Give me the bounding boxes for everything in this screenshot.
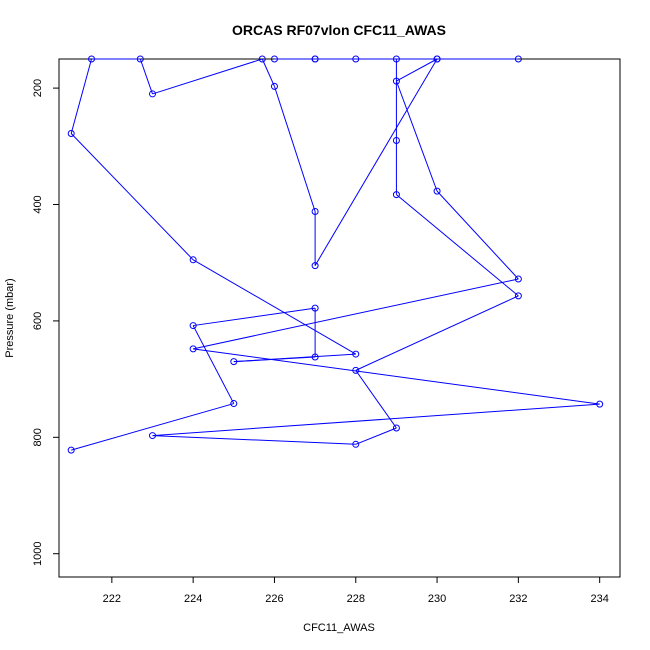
- data-point: [514, 275, 522, 283]
- x-tick-label: 230: [428, 593, 446, 605]
- data-point: [596, 400, 604, 408]
- y-tick-label: 800: [32, 428, 44, 446]
- series-line-segment: [192, 325, 235, 404]
- series-line-segment: [355, 427, 397, 445]
- chart-title: ORCAS RF07vlon CFC11_AWAS: [232, 22, 446, 38]
- series-line-segment: [261, 58, 275, 87]
- series-line-segment: [152, 435, 356, 445]
- x-axis-label: CFC11_AWAS: [303, 622, 375, 634]
- series-line-segment: [71, 403, 234, 451]
- data-point: [189, 256, 197, 264]
- data-point: [311, 55, 319, 63]
- data-point: [392, 191, 400, 199]
- y-axis-label: Pressure (mbar): [4, 278, 16, 357]
- data-point: [136, 55, 144, 63]
- series-line-segment: [314, 58, 438, 266]
- series-line-segment: [192, 259, 357, 355]
- y-tick-label: 600: [32, 312, 44, 330]
- series-line-segment: [193, 278, 519, 350]
- y-tick-label: 400: [32, 195, 44, 213]
- data-point: [514, 292, 522, 300]
- series-line-segment: [193, 307, 316, 327]
- data-point: [392, 77, 400, 85]
- data-point: [311, 262, 319, 270]
- series-line-segment: [70, 58, 93, 134]
- data-point: [88, 55, 96, 63]
- series-line-segment: [152, 403, 600, 437]
- y-axis: 200 400 600 800 1000: [32, 79, 59, 566]
- data-point: [270, 82, 278, 90]
- data-point: [352, 55, 360, 63]
- x-tick-label: 224: [184, 593, 202, 605]
- plot-area: [67, 55, 604, 454]
- plot-frame: [58, 58, 621, 578]
- series-line-segment: [396, 58, 438, 82]
- data-point: [352, 366, 360, 374]
- data-point: [149, 432, 156, 440]
- data-point: [311, 207, 319, 215]
- data-point: [230, 358, 238, 366]
- data-point: [230, 400, 238, 408]
- x-tick-label: 228: [347, 593, 365, 605]
- x-tick-label: 232: [509, 593, 527, 605]
- y-tick-label: 200: [32, 79, 44, 97]
- data-point: [67, 446, 75, 454]
- series-line-segment: [436, 190, 519, 280]
- x-tick-label: 222: [103, 593, 121, 605]
- data-point: [514, 55, 522, 63]
- data-point: [189, 322, 197, 330]
- data-point: [270, 55, 278, 63]
- x-tick-label: 234: [590, 593, 608, 605]
- data-point: [433, 55, 441, 63]
- series-line-segment: [152, 58, 263, 95]
- data-point: [392, 424, 400, 432]
- series-line-segment: [395, 80, 438, 192]
- data-point: [433, 187, 441, 195]
- data-point: [392, 55, 400, 63]
- data-point: [352, 440, 360, 448]
- series-line-segment: [193, 348, 600, 405]
- data-point: [258, 55, 266, 63]
- series-line-segment: [396, 194, 519, 297]
- data-point: [67, 129, 75, 137]
- y-tick-label: 1000: [32, 541, 44, 565]
- series-line-segment: [273, 86, 316, 212]
- data-point: [311, 304, 319, 312]
- series-line-segment: [355, 295, 519, 371]
- series-line-segment: [139, 58, 153, 95]
- data-point: [149, 90, 156, 98]
- data-point: [392, 136, 400, 144]
- x-axis: 222 224 226 228 230 232 234: [103, 577, 609, 605]
- x-tick-label: 226: [265, 593, 283, 605]
- data-point: [311, 353, 319, 361]
- data-point: [189, 345, 197, 353]
- series-line-segment: [70, 133, 194, 261]
- series-line-segment: [233, 353, 356, 363]
- series-line-segment: [355, 370, 397, 429]
- data-point: [352, 350, 360, 358]
